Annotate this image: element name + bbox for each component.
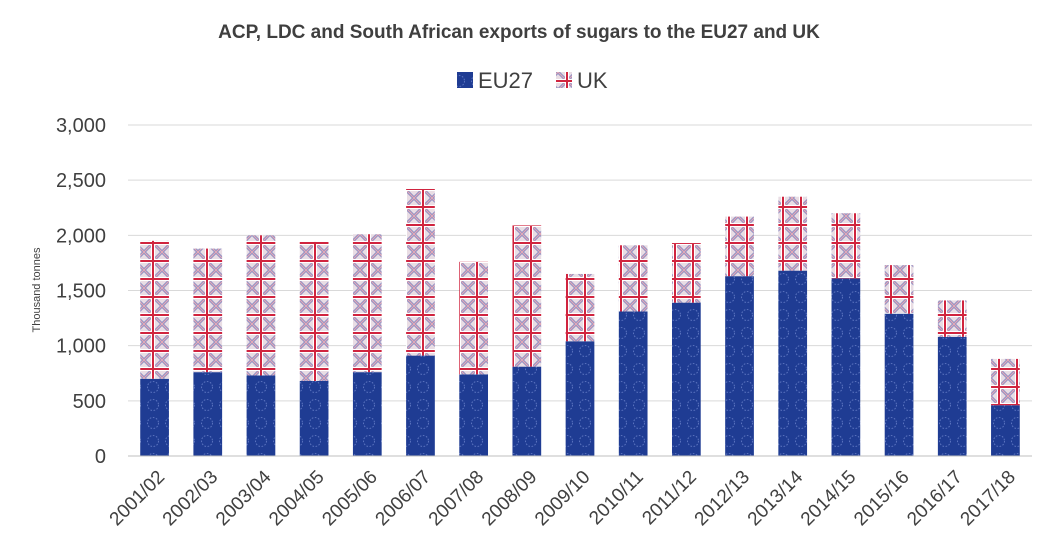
bar-eu27 xyxy=(671,302,701,456)
x-tick-label: 2012/13 xyxy=(691,467,754,530)
bar-eu27 xyxy=(991,405,1020,456)
legend-swatch-uk xyxy=(556,72,572,88)
x-tick-label: 2011/12 xyxy=(638,467,700,529)
y-tick-label: 3,000 xyxy=(56,115,106,137)
bar-uk xyxy=(246,235,276,376)
bar-eu27 xyxy=(512,366,542,456)
bar-eu27 xyxy=(618,311,648,456)
bar-eu27 xyxy=(246,375,276,456)
legend-swatch-eu27 xyxy=(457,72,473,88)
y-tick-label: 2,500 xyxy=(56,170,106,192)
bar-eu27 xyxy=(193,372,223,456)
x-tick-label: 2001/02 xyxy=(106,467,169,530)
bar-eu27 xyxy=(565,341,595,456)
x-tick-label: 2016/17 xyxy=(903,467,966,530)
bar-eu27 xyxy=(778,270,808,456)
bar-eu27 xyxy=(406,355,435,456)
x-tick-label: 2009/10 xyxy=(531,467,594,530)
x-tick-label: 2013/14 xyxy=(744,466,808,530)
x-tick-label: 2005/06 xyxy=(318,467,381,530)
bar-eu27 xyxy=(299,380,329,456)
y-tick-label: 500 xyxy=(73,391,106,413)
bar-uk xyxy=(937,300,967,337)
bar-uk xyxy=(459,261,489,375)
bar-uk xyxy=(352,234,382,373)
bar-uk xyxy=(884,265,914,314)
y-axis: 0 500 1,000 1,500 2,000 2,500 3,000 xyxy=(56,115,106,468)
bar-uk xyxy=(193,248,223,373)
bar-eu27 xyxy=(884,313,914,456)
x-tick-label: 2007/08 xyxy=(425,467,488,530)
x-tick-label: 2006/07 xyxy=(372,467,435,530)
x-tick-label: 2008/09 xyxy=(478,467,541,530)
bar-uk xyxy=(565,273,595,342)
bar-uk xyxy=(725,216,754,277)
bar-uk xyxy=(831,213,861,279)
bar-eu27 xyxy=(352,372,382,456)
y-tick-label: 1,000 xyxy=(56,336,106,358)
bar-uk xyxy=(140,240,169,379)
x-tick-label: 2010/11 xyxy=(585,467,647,529)
bar-eu27 xyxy=(140,378,169,456)
legend: EU27 UK xyxy=(457,68,608,93)
bar-uk xyxy=(299,241,329,381)
bar-eu27 xyxy=(725,276,754,456)
y-axis-label: Thousand tonnes xyxy=(31,247,43,333)
x-tick-label: 2017/18 xyxy=(957,467,1020,530)
y-tick-label: 1,500 xyxy=(56,281,106,303)
bar-uk xyxy=(778,196,808,271)
x-tick-label: 2002/03 xyxy=(159,467,222,530)
x-tick-label: 2014/15 xyxy=(797,467,860,530)
x-axis: 2001/022002/032003/042004/052005/062006/… xyxy=(106,466,1020,530)
legend-label-uk: UK xyxy=(577,68,608,93)
bar-uk xyxy=(406,188,435,356)
chart-title: ACP, LDC and South African exports of su… xyxy=(218,22,820,43)
bar-uk xyxy=(671,243,701,303)
bar-eu27 xyxy=(459,374,489,456)
bars xyxy=(140,188,1020,456)
bar-eu27 xyxy=(937,336,967,456)
y-tick-label: 0 xyxy=(95,446,106,468)
x-tick-label: 2003/04 xyxy=(212,466,276,530)
y-tick-label: 2,000 xyxy=(56,225,106,247)
bar-uk xyxy=(991,358,1020,406)
bar-uk xyxy=(512,225,542,367)
legend-label-eu27: EU27 xyxy=(478,68,533,93)
x-tick-label: 2015/16 xyxy=(850,467,913,530)
bar-uk xyxy=(618,245,648,312)
x-tick-label: 2004/05 xyxy=(265,467,328,530)
bar-eu27 xyxy=(831,278,861,456)
